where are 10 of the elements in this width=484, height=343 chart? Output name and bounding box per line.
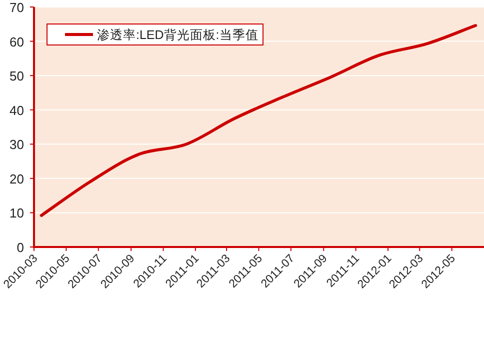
y-tick-label: 10 <box>10 206 24 221</box>
y-tick-label: 50 <box>10 68 24 84</box>
y-tick-label: 30 <box>10 137 24 152</box>
y-tick-label: 20 <box>10 171 24 186</box>
y-tick-label: 60 <box>10 34 24 50</box>
y-tick-label: 70 <box>10 0 24 15</box>
y-tick-label: 40 <box>10 102 24 118</box>
y-tick-label: 0 <box>16 240 24 255</box>
legend-label: 渗透率:LED背光面板:当季值 <box>97 27 258 42</box>
line-series <box>40 24 478 217</box>
